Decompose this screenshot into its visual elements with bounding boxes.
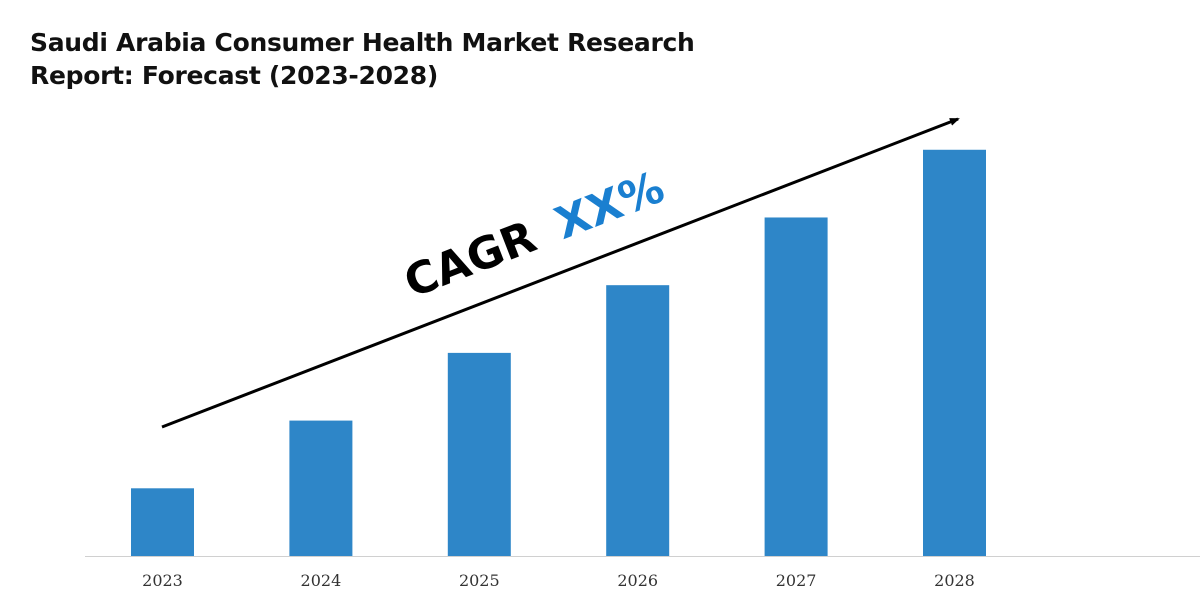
growth-arrow <box>161 117 960 429</box>
bar-2025 <box>447 352 511 556</box>
bar-2024 <box>289 420 353 556</box>
x-tick-label-2024: 2024 <box>301 571 342 590</box>
x-tick-label-2023: 2023 <box>142 571 183 590</box>
bar-2026 <box>606 285 670 556</box>
bar-2028 <box>923 149 986 556</box>
bars-group <box>131 149 986 556</box>
bar-2027 <box>764 217 828 556</box>
x-tick-label-2027: 2027 <box>776 571 817 590</box>
bar-2023 <box>131 488 194 556</box>
chart-title-line-1: Saudi Arabia Consumer Health Market Rese… <box>30 28 695 57</box>
cagr-label: CAGR <box>398 211 544 308</box>
x-tick-label-2026: 2026 <box>617 571 658 590</box>
chart-title-line-2: Report: Forecast (2023-2028) <box>30 61 438 90</box>
chart-title: Saudi Arabia Consumer Health Market Rese… <box>30 26 695 92</box>
x-tick-label-2025: 2025 <box>459 571 500 590</box>
x-tick-label-2028: 2028 <box>934 571 975 590</box>
x-tick-labels: 2023 2024 2025 2026 2027 2028 <box>142 571 975 590</box>
